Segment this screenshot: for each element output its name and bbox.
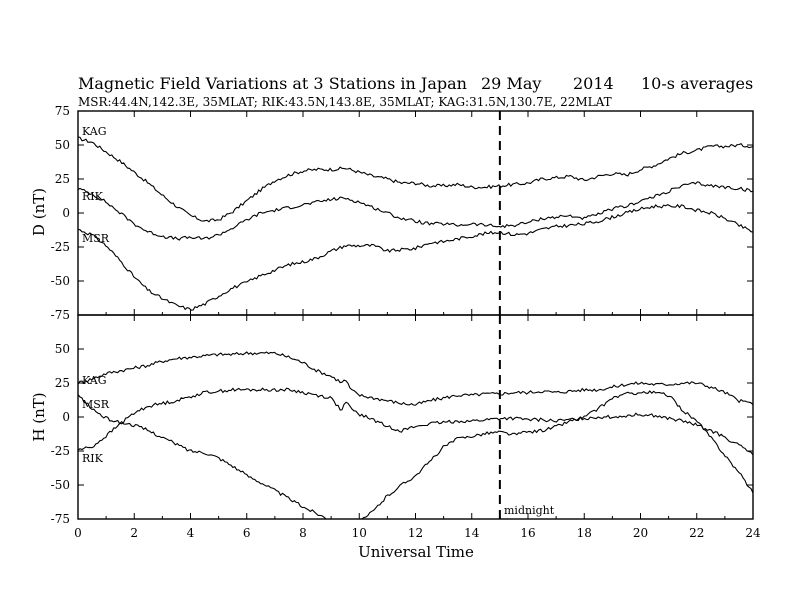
chart-year: 2014 xyxy=(573,74,614,93)
x-tick-label: 2 xyxy=(130,526,138,540)
x-axis-label: Universal Time xyxy=(358,543,474,561)
h-y-tick-label: 0 xyxy=(62,410,70,424)
h-y-tick-label: 25 xyxy=(55,376,70,390)
h-series-rik xyxy=(77,390,754,520)
chart-averaging: 10-s averages xyxy=(641,74,753,93)
x-tick-label: 12 xyxy=(408,526,423,540)
h-label-rik: RIK xyxy=(82,452,104,465)
d-label-kag: KAG xyxy=(82,125,107,138)
h-label-kag: KAG xyxy=(82,374,107,387)
d-label-msr: MSR xyxy=(82,232,110,245)
x-tick-label: 8 xyxy=(299,526,307,540)
d-series-rik xyxy=(77,181,754,241)
h-y-tick-label: -25 xyxy=(51,444,70,458)
d-y-tick-label: -75 xyxy=(51,308,70,322)
chart-date: 29 May xyxy=(481,74,541,93)
d-y-tick-label: -50 xyxy=(51,274,70,288)
d-label-rik: RIK xyxy=(82,190,104,203)
d-y-tick-label: 75 xyxy=(55,104,70,118)
h-y-tick-label: -75 xyxy=(51,512,70,526)
x-tick-label: 4 xyxy=(187,526,195,540)
stations-info: MSR:44.4N,142.3E, 35MLAT; RIK:43.5N,143.… xyxy=(78,95,612,109)
d-y-tick-label: 50 xyxy=(55,138,70,152)
h-plot-frame xyxy=(77,314,754,520)
d-plot-frame xyxy=(77,110,754,316)
d-y-tick-label: 0 xyxy=(62,206,70,220)
x-tick-label: 16 xyxy=(520,526,535,540)
x-tick-label: 14 xyxy=(464,526,480,540)
x-tick-label: 20 xyxy=(633,526,648,540)
h-label-msr: MSR xyxy=(82,398,110,411)
h-y-tick-label: -50 xyxy=(51,478,70,492)
x-tick-label: 6 xyxy=(243,526,251,540)
d-series-kag xyxy=(77,136,754,223)
h-axis-label: H (nT) xyxy=(30,392,48,441)
h-series-kag xyxy=(77,351,754,406)
h-series-msr xyxy=(77,387,754,456)
chart-title: Magnetic Field Variations at 3 Stations … xyxy=(78,74,467,93)
d-y-tick-label: 25 xyxy=(55,172,70,186)
midnight-annotation: midnight xyxy=(504,504,555,517)
d-series-msr xyxy=(77,203,754,311)
d-y-tick-label: -25 xyxy=(51,240,70,254)
x-tick-label: 22 xyxy=(689,526,704,540)
d-axis-label: D (nT) xyxy=(30,188,48,236)
x-tick-label: 0 xyxy=(74,526,82,540)
x-tick-label: 10 xyxy=(352,526,367,540)
x-tick-label: 24 xyxy=(745,526,761,540)
h-y-tick-label: 50 xyxy=(55,342,70,356)
x-tick-label: 18 xyxy=(577,526,592,540)
d-component-panel: 75 50 25 0 -25 -50 -75 KAG RIK MSR xyxy=(51,104,754,322)
